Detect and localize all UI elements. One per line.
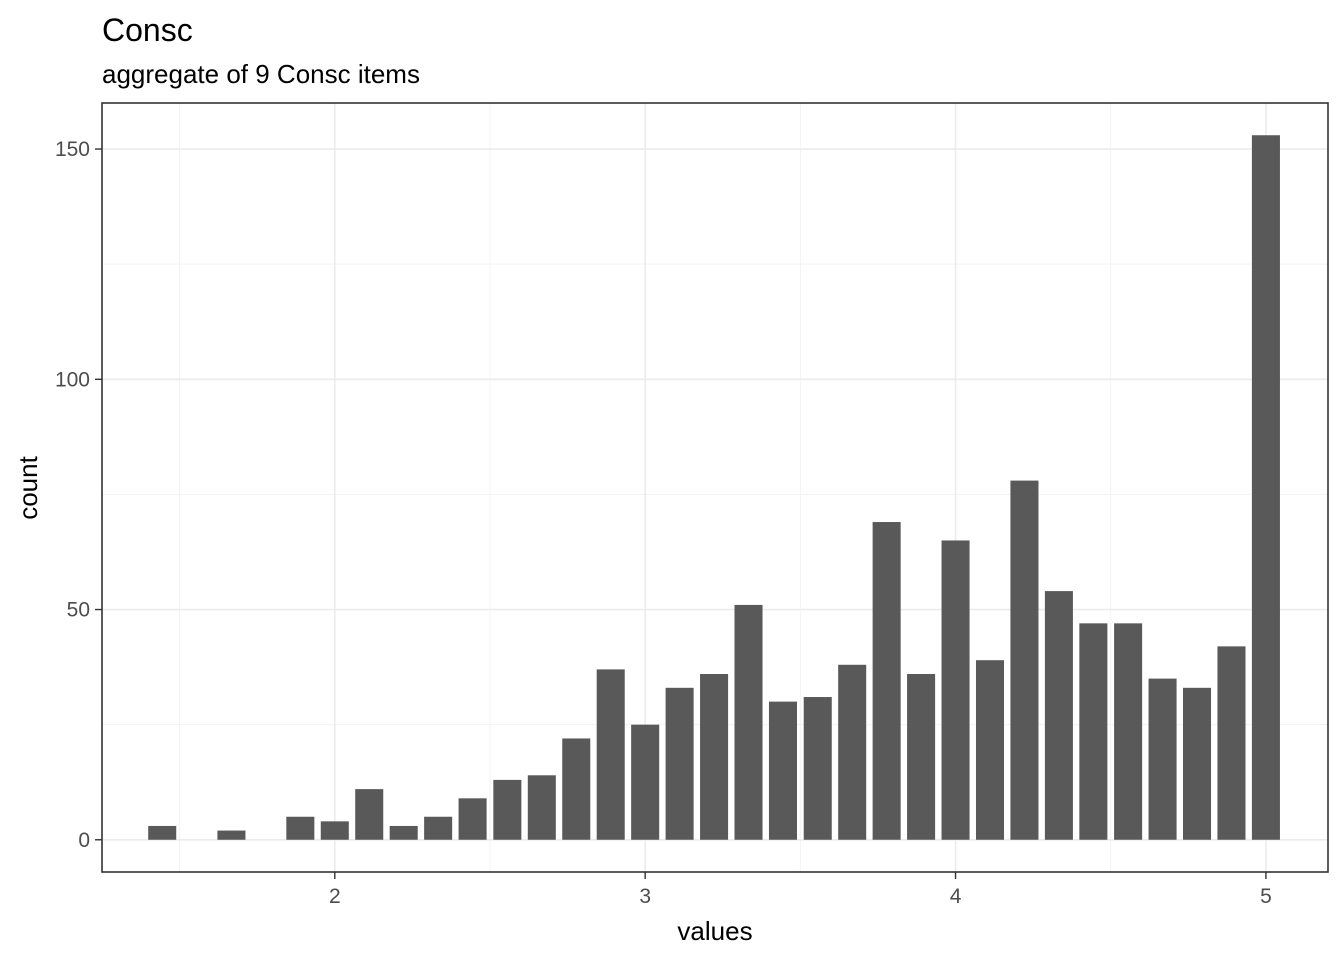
histogram-bar	[1148, 678, 1177, 840]
histogram-bar	[631, 724, 660, 840]
y-tick-label: 50	[67, 599, 90, 622]
histogram-bar	[803, 697, 832, 840]
chart-title: Consc	[102, 12, 193, 48]
histogram-bar	[1010, 480, 1039, 840]
histogram-bar	[320, 821, 349, 840]
x-tick-label: 4	[950, 885, 962, 908]
histogram-bar	[872, 522, 901, 840]
x-tick-label: 3	[639, 885, 651, 908]
histogram-bar	[286, 816, 315, 840]
panel-border	[101, 102, 1329, 873]
histogram-bar	[1217, 646, 1246, 840]
y-tick-label: 100	[55, 368, 90, 391]
histogram-bar	[1114, 623, 1143, 840]
histogram-bar	[1044, 591, 1073, 840]
chart-subtitle: aggregate of 9 Consc items	[102, 59, 420, 89]
y-tick-label: 150	[55, 138, 90, 161]
histogram-bar	[838, 664, 867, 840]
bars	[148, 135, 1280, 840]
histogram-bar	[941, 540, 970, 840]
x-tick-label: 5	[1260, 885, 1272, 908]
histogram-bar	[1079, 623, 1108, 840]
histogram-bar	[562, 738, 591, 840]
histogram-bar	[1183, 687, 1212, 840]
histogram-bar	[217, 830, 246, 840]
histogram-bar	[389, 825, 418, 840]
histogram-bar	[665, 687, 694, 840]
x-axis-title: values	[677, 916, 752, 946]
histogram-bar	[907, 673, 936, 840]
histogram-bar	[355, 789, 384, 840]
histogram-bar	[596, 669, 625, 840]
histogram-bar	[768, 701, 797, 840]
histogram-bar	[700, 673, 729, 840]
histogram-bar	[148, 825, 177, 840]
y-axis-title: count	[13, 455, 43, 519]
histogram-bar	[975, 660, 1005, 840]
histogram-bar	[424, 816, 453, 840]
histogram-bar	[458, 798, 487, 840]
histogram-bar	[493, 779, 522, 840]
histogram-bar	[734, 604, 763, 840]
y-tick-label: 0	[78, 829, 90, 852]
histogram-bar	[1251, 135, 1280, 840]
histogram-bar	[527, 775, 556, 840]
x-tick-label: 2	[329, 885, 341, 908]
